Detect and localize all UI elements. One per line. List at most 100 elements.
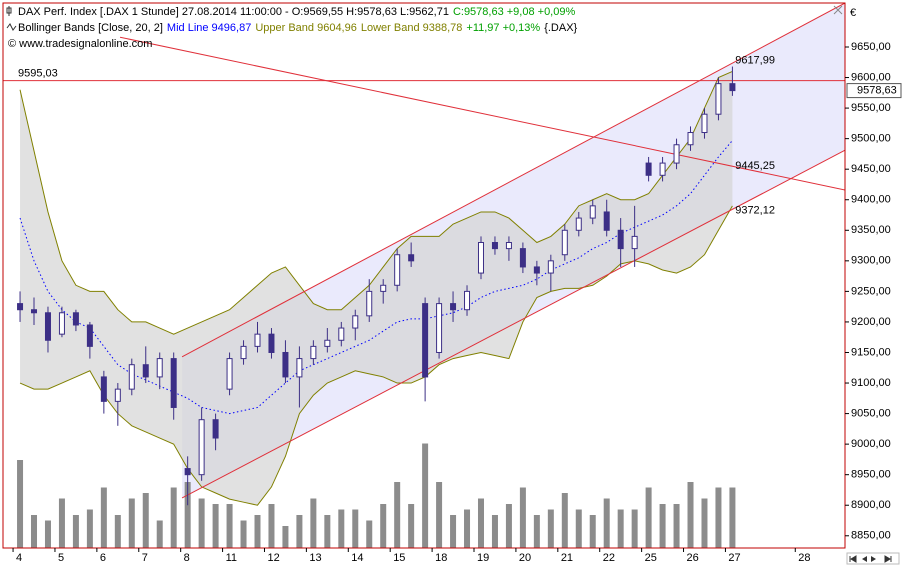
trend-label: 9372,12 xyxy=(735,205,775,217)
candle-body xyxy=(533,266,540,274)
hline-label: 9595,03 xyxy=(18,67,58,79)
volume-bar xyxy=(226,504,233,548)
candle-body xyxy=(44,312,51,341)
nav-buttons[interactable] xyxy=(849,555,892,563)
candle-body xyxy=(352,315,359,329)
x-tick-label: 18 xyxy=(435,552,447,564)
currency: € xyxy=(850,7,856,19)
volume-bar xyxy=(408,504,415,548)
volume-bar xyxy=(687,482,694,548)
volume-bar xyxy=(464,509,471,548)
candle-body xyxy=(645,162,652,176)
header-line-2: Bollinger Bands [Close, 20, 2] Mid Line 9… xyxy=(18,22,578,34)
volume-bar xyxy=(617,509,624,548)
x-tick-label: 15 xyxy=(393,552,405,564)
candle-body xyxy=(603,211,610,231)
volume-bar xyxy=(31,515,38,548)
x-tick-label: 26 xyxy=(687,552,699,564)
x-tick-label: 21 xyxy=(561,552,573,564)
candle-body xyxy=(408,254,415,262)
y-tick-label: 9500,00 xyxy=(851,133,891,145)
candle-body xyxy=(296,358,303,378)
volume-bar xyxy=(44,520,51,548)
lower-band xyxy=(19,205,733,506)
candle-body xyxy=(198,419,205,476)
upper-band-label: Upper Band 9604,96 xyxy=(255,22,357,34)
trendline xyxy=(119,36,845,191)
nav-zoom[interactable] xyxy=(862,556,876,562)
x-tick-label: 4 xyxy=(16,552,22,564)
volume-bar xyxy=(240,520,247,548)
volume-bar xyxy=(268,504,275,548)
candle-body xyxy=(505,242,512,250)
mid-line-label: Mid Line 9496,87 xyxy=(167,22,251,34)
volume-bar xyxy=(58,498,65,548)
x-tick-label: 27 xyxy=(728,552,740,564)
y-tick-label: 9000,00 xyxy=(851,438,891,450)
nav-frame xyxy=(846,552,900,565)
candle-body xyxy=(701,113,708,134)
volume-bar xyxy=(17,460,24,548)
nav-last[interactable] xyxy=(884,555,892,563)
source: © www.tradesignalonline.com xyxy=(8,38,152,50)
y-tick-label: 9450,00 xyxy=(851,163,891,175)
volume-bar xyxy=(254,515,261,548)
x-tick-label: 19 xyxy=(477,552,489,564)
candle-body xyxy=(268,333,275,353)
study-name: Bollinger Bands [Close, 20, 2] xyxy=(18,22,163,34)
y-tick-label: 9050,00 xyxy=(851,407,891,419)
volume-bar xyxy=(533,515,540,548)
candle-body xyxy=(114,388,121,402)
header-text: DAX Perf. Index [.DAX 1 Stunde] 27.08.20… xyxy=(18,6,449,18)
y-tick-label: 8850,00 xyxy=(851,530,891,542)
volume-bar xyxy=(114,515,121,548)
candle-body xyxy=(380,284,387,292)
y-tick-label: 9250,00 xyxy=(851,285,891,297)
x-tick-label: 20 xyxy=(519,552,531,564)
x-tick-label: 13 xyxy=(309,552,321,564)
candle-body xyxy=(17,303,24,311)
y-tick-label: 9550,00 xyxy=(851,102,891,114)
study-change: +11,97 +0,13% xyxy=(466,22,540,34)
candle-body xyxy=(519,248,526,268)
last-price-box xyxy=(846,83,902,99)
volume-bar xyxy=(338,509,345,548)
y-tick-label: 9350,00 xyxy=(851,224,891,236)
volume-bar xyxy=(100,487,107,548)
volume-bar xyxy=(352,509,359,548)
volume-bar xyxy=(156,520,163,548)
plot-border xyxy=(2,2,846,549)
study-icon xyxy=(6,23,17,31)
candle-body xyxy=(561,229,568,256)
candle-body xyxy=(575,217,582,231)
y-tick-label: 8900,00 xyxy=(851,499,891,511)
candle-body xyxy=(436,303,443,353)
volume-bar xyxy=(436,482,443,548)
candle-body xyxy=(547,260,554,274)
y-tick-label: 8950,00 xyxy=(851,469,891,481)
candle-body xyxy=(156,358,163,378)
volume-bar xyxy=(603,498,610,548)
y-tick-label: 9150,00 xyxy=(851,346,891,358)
candle-body xyxy=(226,358,233,390)
volume-bar xyxy=(519,487,526,548)
close-icon[interactable] xyxy=(833,5,843,15)
volume-bar xyxy=(589,515,596,548)
nav-first[interactable] xyxy=(849,555,857,563)
x-tick-label: 5 xyxy=(58,552,64,564)
trendline xyxy=(181,149,845,499)
x-tick-label: 7 xyxy=(142,552,148,564)
y-tick-label: 9200,00 xyxy=(851,316,891,328)
volume-bar xyxy=(645,487,652,548)
candle-body xyxy=(31,309,38,314)
volume-bar xyxy=(282,526,289,548)
volume-bar xyxy=(659,504,666,548)
volume-bar xyxy=(72,515,79,548)
candle-body xyxy=(673,144,680,164)
candle-body xyxy=(282,351,289,378)
candle-body xyxy=(100,376,107,402)
volume-bar xyxy=(170,487,177,548)
candle-body xyxy=(450,303,457,311)
candle-body xyxy=(72,312,79,326)
